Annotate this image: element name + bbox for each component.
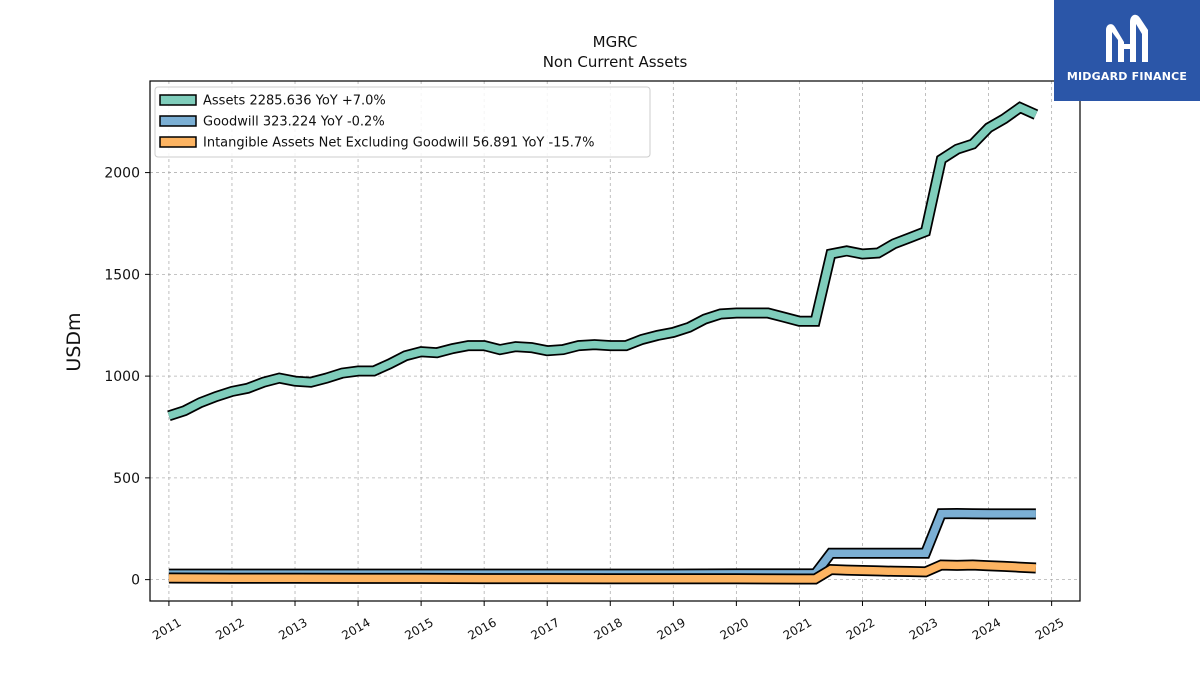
x-tick-label: 2015 <box>402 615 435 642</box>
legend-swatch <box>159 94 197 106</box>
x-tick-label: 2013 <box>276 615 309 642</box>
chart-subtitle: Non Current Assets <box>543 53 688 71</box>
series-lines <box>167 101 1039 585</box>
midgard-m-logo-icon <box>1106 14 1148 62</box>
x-tick-label: 2019 <box>655 615 688 642</box>
y-tick-label: 0 <box>131 573 140 589</box>
x-tick-label: 2012 <box>213 615 246 642</box>
series-line-assets <box>167 103 1038 420</box>
x-tick-label: 2023 <box>907 615 940 642</box>
series-line-intangible-assets-net-excluding-goodwill <box>168 561 1037 583</box>
x-tick-label: 2020 <box>718 615 751 642</box>
x-tick-label: 2025 <box>1033 615 1066 642</box>
legend-label: Goodwill 323.224 YoY -0.2% <box>203 115 385 130</box>
x-tick-label: 2017 <box>528 615 561 642</box>
legend-label: Assets 2285.636 YoY +7.0% <box>203 94 386 109</box>
x-tick-label: 2014 <box>339 615 372 642</box>
y-tick-label: 1500 <box>104 267 140 283</box>
legend-box <box>154 86 651 158</box>
x-tick-label: 2018 <box>592 615 625 642</box>
x-tick-label: 2011 <box>150 615 183 642</box>
x-tick-label: 2021 <box>781 615 814 642</box>
x-tick-label: 2022 <box>844 615 877 642</box>
x-tick-label: 2024 <box>970 615 1003 642</box>
legend-label: Intangible Assets Net Excluding Goodwill… <box>203 136 594 151</box>
y-tick-label: 2000 <box>104 166 140 182</box>
y-axis-label: USDm <box>63 312 85 371</box>
plot-area-frame <box>149 80 1081 602</box>
legend-swatch <box>159 136 197 148</box>
x-tick-label: 2016 <box>465 615 498 642</box>
series-line-goodwill <box>168 509 1036 578</box>
brand-name: MIDGARD FINANCE <box>1066 70 1188 83</box>
legend: Assets 2285.636 YoY +7.0% Goodwill 323.22… <box>154 86 651 158</box>
legend-swatch <box>159 115 197 127</box>
series-line-goodwill-outline <box>168 507 1036 580</box>
brand-logo: MIDGARD FINANCE <box>1054 0 1200 101</box>
y-tick-label: 1000 <box>104 369 140 385</box>
chart-title: MGRC <box>593 33 638 51</box>
y-tick-label: 500 <box>113 471 140 487</box>
